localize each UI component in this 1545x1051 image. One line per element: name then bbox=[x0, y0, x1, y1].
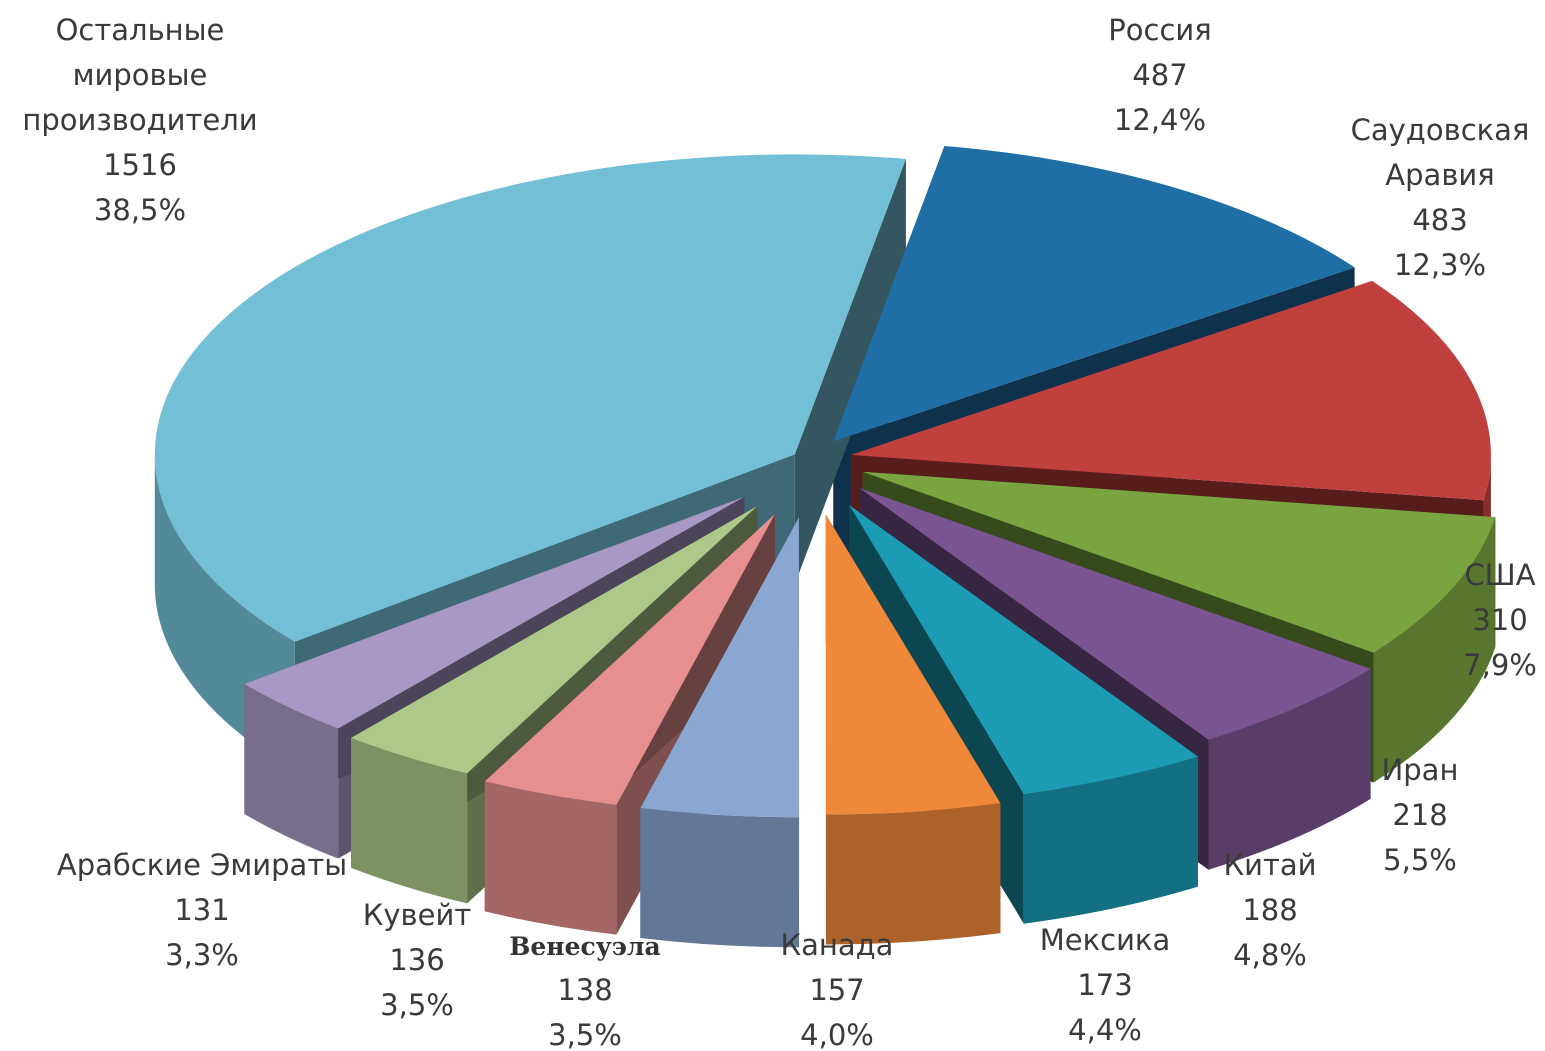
slice-label-line: 5,5% bbox=[1383, 843, 1457, 877]
slice-label: Саудовская Аравия 483 12,3% bbox=[1351, 113, 1530, 282]
slice-label-line: Арабские Эмираты bbox=[57, 848, 347, 882]
slice-label-line: 188 bbox=[1242, 893, 1297, 927]
slice-labels: Россия 487 12,4% Саудовская Аравия 483 12,3% СШ… bbox=[22, 13, 1536, 1051]
slice-label-line: Саудовская bbox=[1351, 113, 1530, 147]
slice-tops bbox=[154, 145, 1496, 818]
slice-label-line: 3,5% bbox=[548, 1018, 622, 1051]
slice-label-line: 218 bbox=[1392, 798, 1447, 832]
watermark-text: VIE-CONF.RU bbox=[762, 59, 833, 163]
slice-label-line: Венесуэла bbox=[509, 932, 661, 961]
slice-label-line: 3,5% bbox=[380, 988, 454, 1022]
slice-label-line: 483 bbox=[1412, 203, 1467, 237]
slice-label-line: 487 bbox=[1132, 58, 1187, 92]
slice-label-line: мировые bbox=[73, 58, 208, 92]
slice-label-line: 38,5% bbox=[94, 193, 186, 227]
slice-label: Канада 157 4,0% bbox=[781, 928, 894, 1051]
slice-top-6 bbox=[825, 514, 1001, 815]
slice-label-line: Мексика bbox=[1040, 923, 1170, 957]
slice-label-line: 310 bbox=[1472, 603, 1527, 637]
slice-label-line: 12,4% bbox=[1114, 103, 1206, 137]
watermark-text: VIE-CONF.RU bbox=[137, 749, 208, 853]
slice-label-line: Россия bbox=[1108, 13, 1211, 47]
slice-outer-wall bbox=[825, 803, 1001, 945]
slice-outer-wall bbox=[484, 781, 617, 935]
slice-outer-wall bbox=[351, 737, 468, 904]
slice-label-line: 4,4% bbox=[1068, 1013, 1142, 1047]
slice-label-line: 136 bbox=[389, 943, 444, 977]
slice-label: Арабские Эмираты 131 3,3% bbox=[57, 848, 347, 972]
slice-top-7 bbox=[640, 517, 800, 818]
slice-label-line: Аравия bbox=[1385, 158, 1494, 192]
slice-label-line: 12,3% bbox=[1394, 248, 1486, 282]
watermark-text: VIE-CONF.RU bbox=[637, 59, 708, 163]
slice-top-9 bbox=[351, 506, 758, 774]
slice-top-1 bbox=[833, 145, 1355, 442]
watermark-text: VIE-CONF.RU bbox=[1262, 59, 1333, 163]
slice-label-line: 138 bbox=[557, 973, 612, 1007]
slice-label-line: Китай bbox=[1224, 848, 1317, 882]
slice-top-10 bbox=[244, 496, 745, 729]
slice-label-line: 4,8% bbox=[1233, 938, 1307, 972]
slice-label: Кувейт 136 3,5% bbox=[363, 898, 472, 1022]
slice-label: США 310 7,9% bbox=[1463, 558, 1537, 682]
slice-label-line: 157 bbox=[809, 973, 864, 1007]
slice-label-line: 4,0% bbox=[800, 1018, 874, 1051]
slice-outer-wall bbox=[1373, 517, 1496, 783]
slice-top-11 bbox=[154, 154, 906, 642]
slice-top-8 bbox=[484, 514, 775, 805]
slice-label: Мексика 173 4,4% bbox=[1040, 923, 1170, 1047]
slice-outer-wall bbox=[1208, 668, 1371, 870]
watermark-text: VIE-CONF.RU bbox=[262, 59, 333, 163]
slice-label-line: 7,9% bbox=[1463, 648, 1537, 682]
watermark-text: VIE-CONF.RU bbox=[512, 59, 583, 163]
watermark-text: VIE-CONF.RU bbox=[387, 59, 458, 163]
slice-outer-wall bbox=[244, 683, 339, 859]
slice-label: Венесуэла 138 3,5% bbox=[509, 932, 661, 1051]
slice-label-line: США bbox=[1464, 558, 1535, 592]
slice-label-line: 131 bbox=[174, 893, 229, 927]
slice-label: Иран 218 5,5% bbox=[1382, 753, 1459, 877]
slice-outer-wall bbox=[640, 807, 800, 948]
slice-top-5 bbox=[849, 505, 1198, 794]
slice-top-3 bbox=[862, 471, 1496, 653]
slice-label-line: 1516 bbox=[103, 148, 177, 182]
slice-outer-wall bbox=[1023, 756, 1198, 924]
watermark-text: VIE-CONF.RU bbox=[1012, 59, 1083, 163]
slice-label-line: Иран bbox=[1382, 753, 1459, 787]
slice-label: Китай 188 4,8% bbox=[1224, 848, 1317, 972]
slice-side-wall bbox=[794, 158, 906, 585]
slice-top-4 bbox=[859, 488, 1371, 740]
slice-label-line: Кувейт bbox=[363, 898, 472, 932]
slice-label-line: Канада bbox=[781, 928, 894, 962]
slice-label-line: Остальные bbox=[56, 13, 225, 47]
slice-label-line: 173 bbox=[1077, 968, 1132, 1002]
slice-label-line: производители bbox=[22, 103, 257, 137]
slice-top-2 bbox=[850, 280, 1491, 501]
slice-label: Остальные мировые производители 1516 38,5% bbox=[22, 13, 257, 227]
slice-label: Россия 487 12,4% bbox=[1108, 13, 1211, 137]
slice-label-line: 3,3% bbox=[165, 938, 239, 972]
